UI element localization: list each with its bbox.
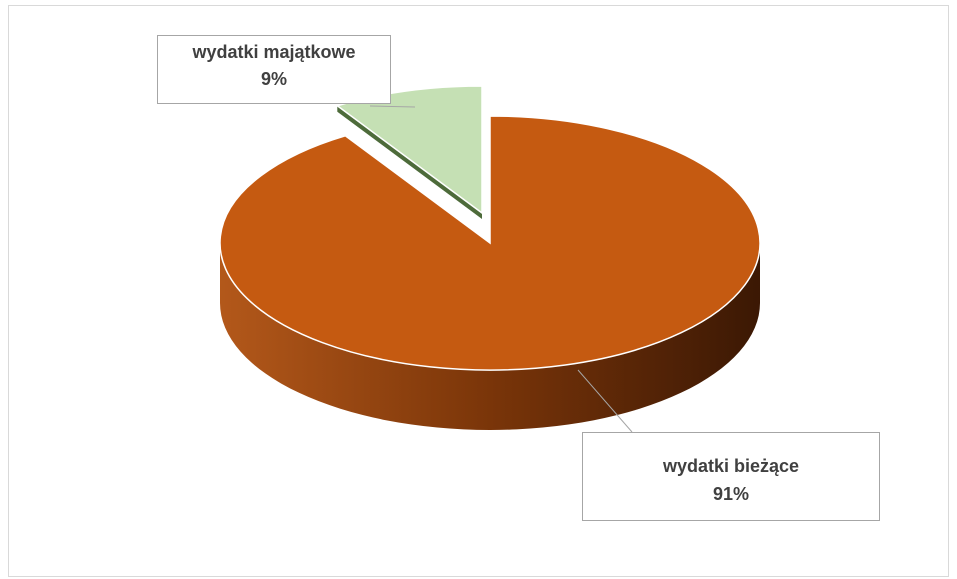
slice-value-label: 91% <box>713 484 749 504</box>
slice-label: wydatki bieżące <box>662 456 799 476</box>
leader-line <box>577 369 633 433</box>
label-box: wydatki bieżące 91% <box>577 369 880 521</box>
label-frame <box>157 35 391 104</box>
slice-edge <box>337 105 482 219</box>
slice-side <box>220 243 760 430</box>
slice <box>219 115 761 371</box>
label-frame <box>582 432 880 521</box>
slice-label: wydatki majątkowe <box>191 42 355 62</box>
slice-value-label: 9% <box>261 69 287 89</box>
leader-line <box>369 105 416 108</box>
label-box: wydatki majątkowe 9% <box>157 35 416 108</box>
pie <box>219 85 761 430</box>
